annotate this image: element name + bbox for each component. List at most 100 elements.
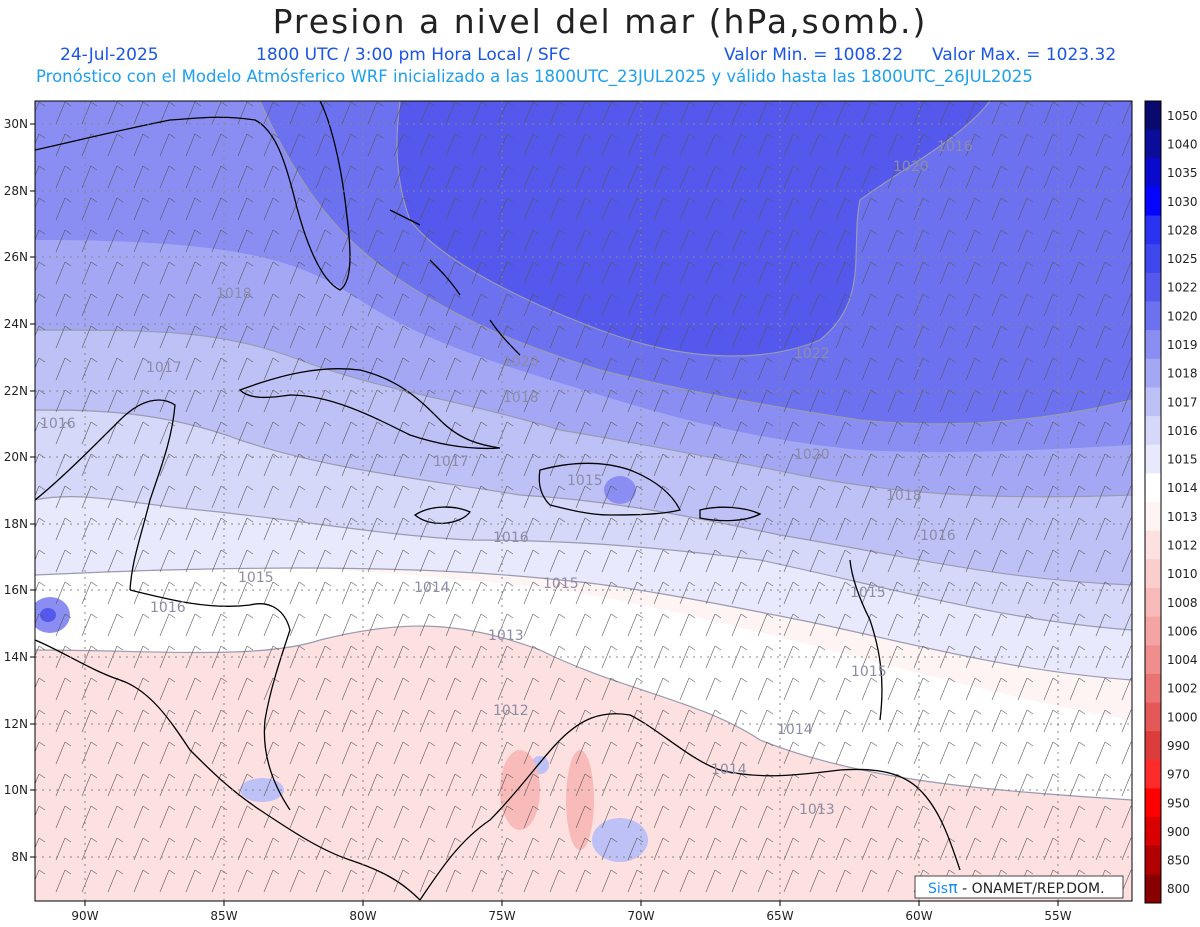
colorbar-swatch — [1145, 559, 1161, 589]
colorbar-label: 1020 — [1167, 309, 1198, 323]
lon-label: 70W — [627, 909, 654, 923]
lat-labels: 30N 28N 26N 24N 22N 20N 18N 16N 14N 12N … — [4, 117, 28, 864]
colorbar-label: 1014 — [1167, 481, 1198, 495]
contour-label: 1020 — [893, 159, 929, 175]
contour-label: 1018 — [886, 488, 922, 504]
lon-label: 80W — [349, 909, 376, 923]
contour-label: 1016 — [937, 139, 973, 155]
colorbar-swatch — [1145, 473, 1161, 503]
colorbar-label: 1012 — [1167, 538, 1198, 552]
colorbar-label: 850 — [1167, 854, 1190, 868]
colorbar-label: 1002 — [1167, 682, 1198, 696]
valid-time: 1800 UTC / 3:00 pm Hora Local / SFC — [256, 45, 571, 65]
colorbar-swatch — [1145, 759, 1161, 789]
valid-date: 24-Jul-2025 — [60, 45, 159, 65]
plot-frame — [34, 100, 1133, 902]
contour-label: 1020 — [794, 447, 830, 463]
lat-ticks — [30, 123, 35, 858]
colorbar-label: 1008 — [1167, 596, 1198, 610]
contour-label: 1015 — [851, 664, 887, 680]
contour-labels: 1020 1016 1022 1018 1017 1016 1020 1018 … — [40, 139, 973, 818]
colorbar-label: 970 — [1167, 768, 1190, 782]
lat-label: 14N — [4, 650, 28, 664]
contour-label: 1015 — [238, 570, 274, 586]
contour-label: 1015 — [543, 576, 579, 592]
colorbar-swatch — [1145, 330, 1161, 360]
colorbar-swatch — [1145, 387, 1161, 417]
colorbar-swatch — [1145, 673, 1161, 703]
colorbar-swatch — [1145, 186, 1161, 217]
colorbar-label: 1028 — [1167, 223, 1198, 237]
colorbar-swatch — [1145, 817, 1161, 847]
colorbar-label: 1013 — [1167, 510, 1198, 524]
lat-label: 26N — [4, 250, 28, 264]
colorbar-label: 1035 — [1167, 166, 1198, 180]
colorbar-swatch — [1145, 845, 1161, 875]
lon-label: 90W — [71, 909, 98, 923]
lat-label: 20N — [4, 450, 28, 464]
lat-label: 12N — [4, 717, 28, 731]
contour-label: 1017 — [146, 360, 182, 376]
forecast-note: Pronóstico con el Modelo Atmósferico WRF… — [36, 67, 1033, 86]
lon-label: 75W — [488, 909, 515, 923]
colorbar-swatch — [1145, 244, 1161, 274]
lon-label: 55W — [1044, 909, 1071, 923]
contour-label: 1018 — [503, 390, 539, 406]
lat-label: 30N — [4, 117, 28, 131]
contour-label: 1017 — [433, 454, 469, 470]
contour-label: 1014 — [711, 762, 747, 778]
lon-label: 65W — [766, 909, 793, 923]
lat-label: 22N — [4, 384, 28, 398]
contour-label: 1016 — [40, 416, 76, 432]
colorbar-swatch — [1145, 502, 1161, 532]
lon-label: 85W — [210, 909, 237, 923]
colorbar-swatch — [1145, 616, 1161, 646]
colorbar-swatch — [1145, 731, 1161, 761]
contour-label: 1022 — [794, 346, 830, 362]
colorbar-label: 1004 — [1167, 653, 1198, 667]
colorbar-label: 1019 — [1167, 338, 1198, 352]
contour-label: 1014 — [777, 722, 813, 738]
lat-label: 10N — [4, 783, 28, 797]
lat-label: 18N — [4, 517, 28, 531]
colorbar-label: 800 — [1167, 882, 1190, 896]
colorbar-label: 1018 — [1167, 367, 1198, 381]
pressure-field — [35, 101, 1132, 901]
colorbar-label: 1010 — [1167, 567, 1198, 581]
contour-label: 1016 — [920, 528, 956, 544]
coastlines — [35, 101, 961, 901]
colorbar-swatch — [1145, 129, 1161, 159]
colorbar-swatch — [1145, 215, 1161, 245]
contour-label: 1013 — [488, 628, 524, 644]
contour-label: 1015 — [567, 473, 603, 489]
lat-label: 16N — [4, 583, 28, 597]
lon-ticks — [84, 901, 1059, 906]
colorbar-label: 1017 — [1167, 395, 1198, 409]
colorbar-label: 1000 — [1167, 710, 1198, 724]
lat-label: 8N — [11, 850, 28, 864]
contour-label: 1020 — [503, 354, 539, 370]
colorbar-swatch — [1145, 874, 1161, 904]
colorbar-swatch — [1145, 702, 1161, 732]
min-value: Valor Min. = 1008.22 — [724, 45, 904, 65]
colorbar-swatch — [1145, 301, 1161, 331]
credit-text: Sisπ - ONAMET/REP.DOM. — [928, 878, 1105, 897]
lat-label: 24N — [4, 317, 28, 331]
colorbar-label: 1016 — [1167, 424, 1198, 438]
colorbar-swatch — [1145, 358, 1161, 388]
contour-label: 1016 — [493, 530, 529, 546]
colorbar-swatch — [1145, 444, 1161, 474]
colorbar-swatch — [1145, 416, 1161, 446]
colorbar-label: 1025 — [1167, 252, 1198, 266]
contour-label: 1015 — [850, 585, 886, 601]
contour-label: 1012 — [493, 703, 529, 719]
map-title: Presion a nivel del mar (hPa,somb.) — [272, 2, 928, 41]
lat-label: 28N — [4, 184, 28, 198]
contour-label: 1014 — [414, 580, 450, 596]
colorbar-swatch — [1145, 530, 1161, 560]
colorbar-label: 1006 — [1167, 624, 1198, 638]
contour-label: 1013 — [799, 802, 835, 818]
colorbar-label: 1050 — [1167, 109, 1198, 123]
colorbar-label: 1015 — [1167, 453, 1198, 467]
